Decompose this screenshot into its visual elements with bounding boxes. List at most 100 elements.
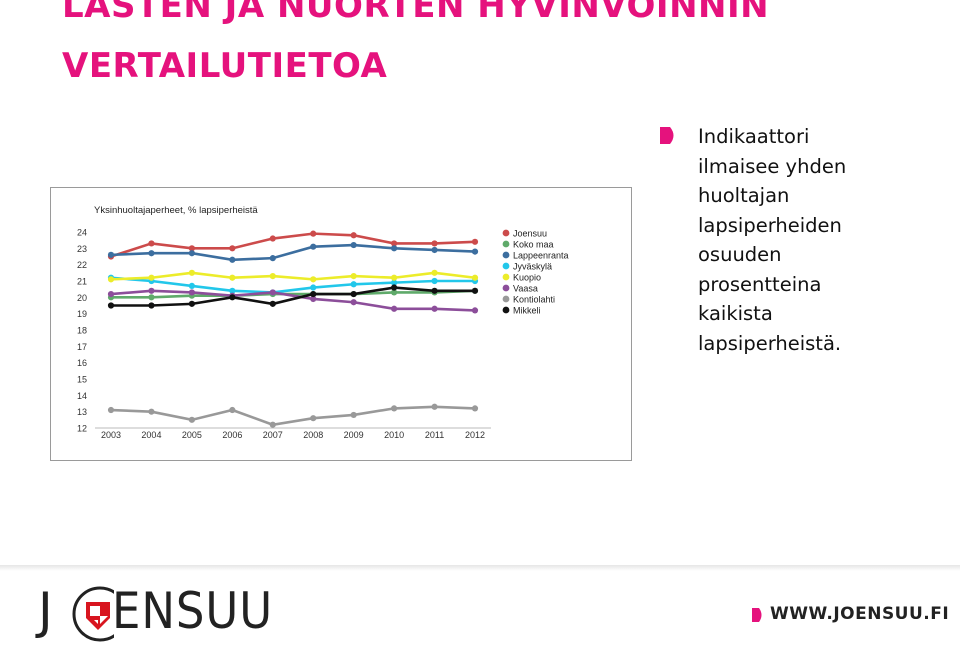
chart-title: Yksinhuoltajaperheet, % lapsiperheistä [94,205,258,216]
bullet-line: lapsiperheistä. [698,331,842,355]
x-tick-label: 2007 [263,430,283,440]
data-point [269,421,276,428]
data-point [107,276,115,283]
data-point [350,299,357,306]
series-line [110,243,476,262]
data-point [188,250,195,257]
y-tick-label: 15 [77,375,87,385]
data-point [148,408,155,415]
data-point [471,405,479,412]
legend-swatch [502,306,510,314]
x-axis-labels: 2003 2004 2005 2006 2007 2008 2009 2010 2011 2012 [101,430,485,440]
bullet-line: Indikaattori [698,125,810,148]
series-line [110,271,476,281]
data-point [310,230,317,237]
data-point [391,284,398,291]
data-point [188,269,195,276]
x-tick-label: 2011 [425,430,444,440]
data-point [188,282,195,289]
legend-label: Joensuu [513,228,547,238]
x-tick-label: 2009 [344,430,364,440]
y-axis-labels: 24 23 22 21 20 19 18 17 16 15 14 13 12 [77,228,87,434]
logo-wordmark: ENSUU [112,582,274,640]
website-url[interactable]: WWW.JOENSUU.FI [770,604,950,624]
data-point [229,245,236,252]
joensuu-logo-emblem [72,586,114,642]
data-point [350,273,357,280]
y-tick-label: 14 [77,391,87,401]
data-point [148,250,155,257]
data-point [107,251,115,258]
data-point [148,274,155,281]
data-point [391,279,398,286]
legend-swatch [502,240,510,248]
data-point [229,406,236,414]
bullet-line: ilmaisee yhden [698,154,847,178]
legend-label: Lappeenranta [513,250,569,260]
data-point [431,246,438,254]
y-tick-label: 16 [77,358,87,368]
data-point [310,276,317,283]
series-line [111,286,475,307]
data-point [391,405,398,412]
data-point [188,289,195,296]
data-point [269,255,276,262]
bullet-text: Indikaattori ilmaisee yhden huoltajan la… [698,122,950,358]
y-tick-label: 22 [77,260,87,270]
series-line [110,289,476,312]
y-tick-label: 12 [77,424,87,434]
data-point [471,238,479,245]
data-point [229,274,236,281]
data-point [269,273,276,280]
series-lines [107,230,479,428]
slide-title-line-1: LASTEN JA NUORTEN HYVINVOINNIN [62,0,770,26]
data-point [431,305,438,312]
y-tick-label: 23 [77,244,87,254]
y-tick-label: 18 [77,326,87,336]
legend-swatch [502,273,510,281]
series-line [110,276,475,294]
data-point [107,302,115,309]
data-point [148,302,155,309]
data-point [471,307,479,314]
x-tick-label: 2006 [222,430,242,440]
data-point [310,284,317,291]
series-line [110,232,476,258]
data-point [391,289,398,296]
x-tick-label: 2012 [465,430,485,440]
legend-swatch [502,284,510,292]
bullet-marker-icon [660,127,674,144]
x-tick-label: 2008 [303,430,323,440]
data-point [350,411,357,419]
data-point [391,245,398,252]
y-tick-label: 13 [77,407,87,417]
line-chart: Yksinhuoltajaperheet, % lapsiperheistä 2… [50,187,632,461]
x-tick-label: 2004 [141,430,161,440]
data-point [350,290,357,298]
data-point [188,416,195,423]
y-tick-label: 21 [77,277,87,287]
data-point [471,248,479,255]
data-point [310,243,317,250]
footer-divider [0,565,960,571]
data-point [431,403,438,410]
data-point [188,300,195,307]
x-tick-label: 2005 [182,430,202,440]
x-tick-label: 2010 [384,430,404,440]
bullet-line: kaikista [698,302,773,325]
data-point [229,256,236,263]
data-point [229,294,236,301]
legend-swatch [502,229,510,237]
bullet-line: osuuden [698,243,782,266]
data-point [471,274,479,281]
slide-title-line-2: VERTAILUTIETOA [62,46,388,86]
data-point [431,240,438,247]
data-point [229,287,236,294]
bullet-line: prosentteina [698,272,822,296]
bullet-line: lapsiperheiden [698,213,842,237]
data-point [269,235,276,242]
data-point [269,300,276,307]
y-tick-label: 19 [77,309,87,319]
data-point [310,295,317,303]
